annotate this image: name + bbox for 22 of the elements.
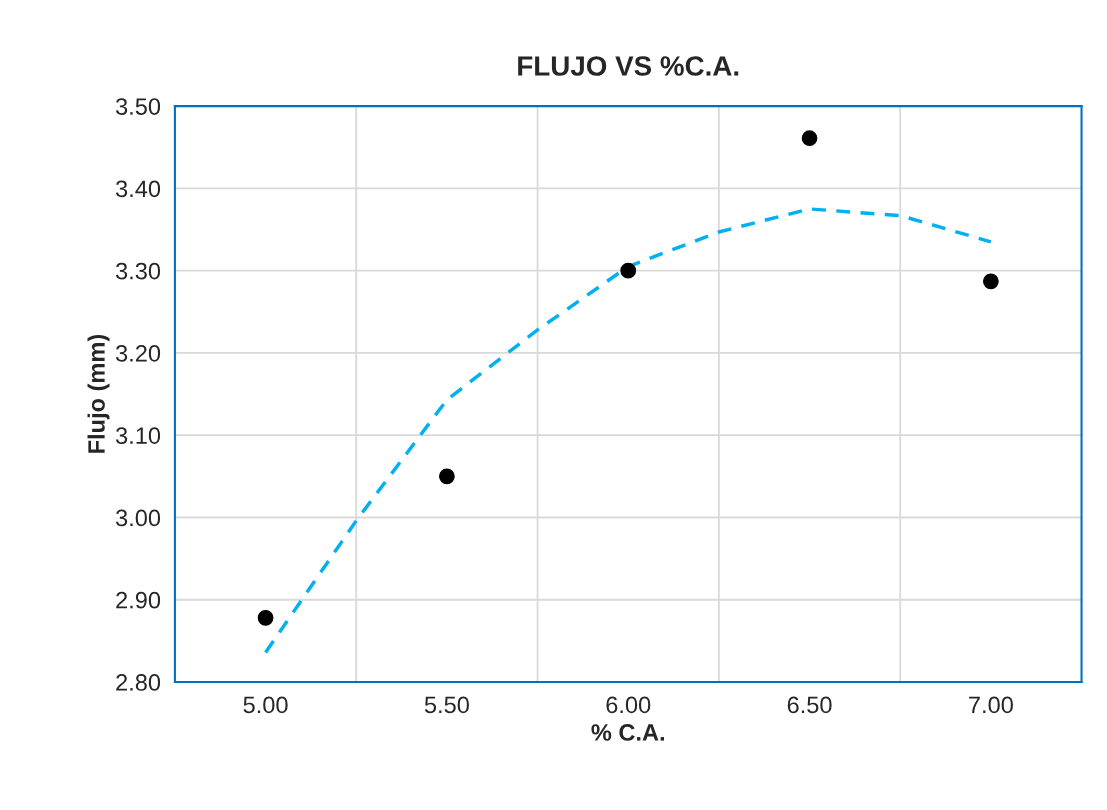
point xyxy=(801,130,818,147)
point xyxy=(257,609,274,626)
y-tick-label: 3.40 xyxy=(115,180,161,198)
x-tick-label: 5.00 xyxy=(243,696,288,714)
point xyxy=(983,273,999,290)
y-tick-label: 3.30 xyxy=(115,262,161,280)
y-tick-label: 2.80 xyxy=(116,674,161,691)
x-tick-label: 6.50 xyxy=(787,696,832,714)
x-tick-label: 7.00 xyxy=(969,696,1013,714)
line-series xyxy=(263,207,993,655)
x-tick-label: 6.00 xyxy=(606,696,651,714)
y-tick-label: 3.00 xyxy=(115,509,161,527)
chart-title: FLUJO VS %C.A. xyxy=(518,56,739,76)
y-tick-label: 2.90 xyxy=(116,591,161,609)
x-axis-title: % C.A. xyxy=(591,724,664,741)
y-axis-title: Flujo (mm) xyxy=(87,334,110,453)
y-tick-label: 3.10 xyxy=(115,427,161,444)
point xyxy=(439,468,455,485)
point xyxy=(620,262,637,279)
x-tick-label: 5.50 xyxy=(424,696,469,714)
y-tick-label: 3.20 xyxy=(115,345,161,362)
y-tick-label: 3.50 xyxy=(115,98,161,115)
